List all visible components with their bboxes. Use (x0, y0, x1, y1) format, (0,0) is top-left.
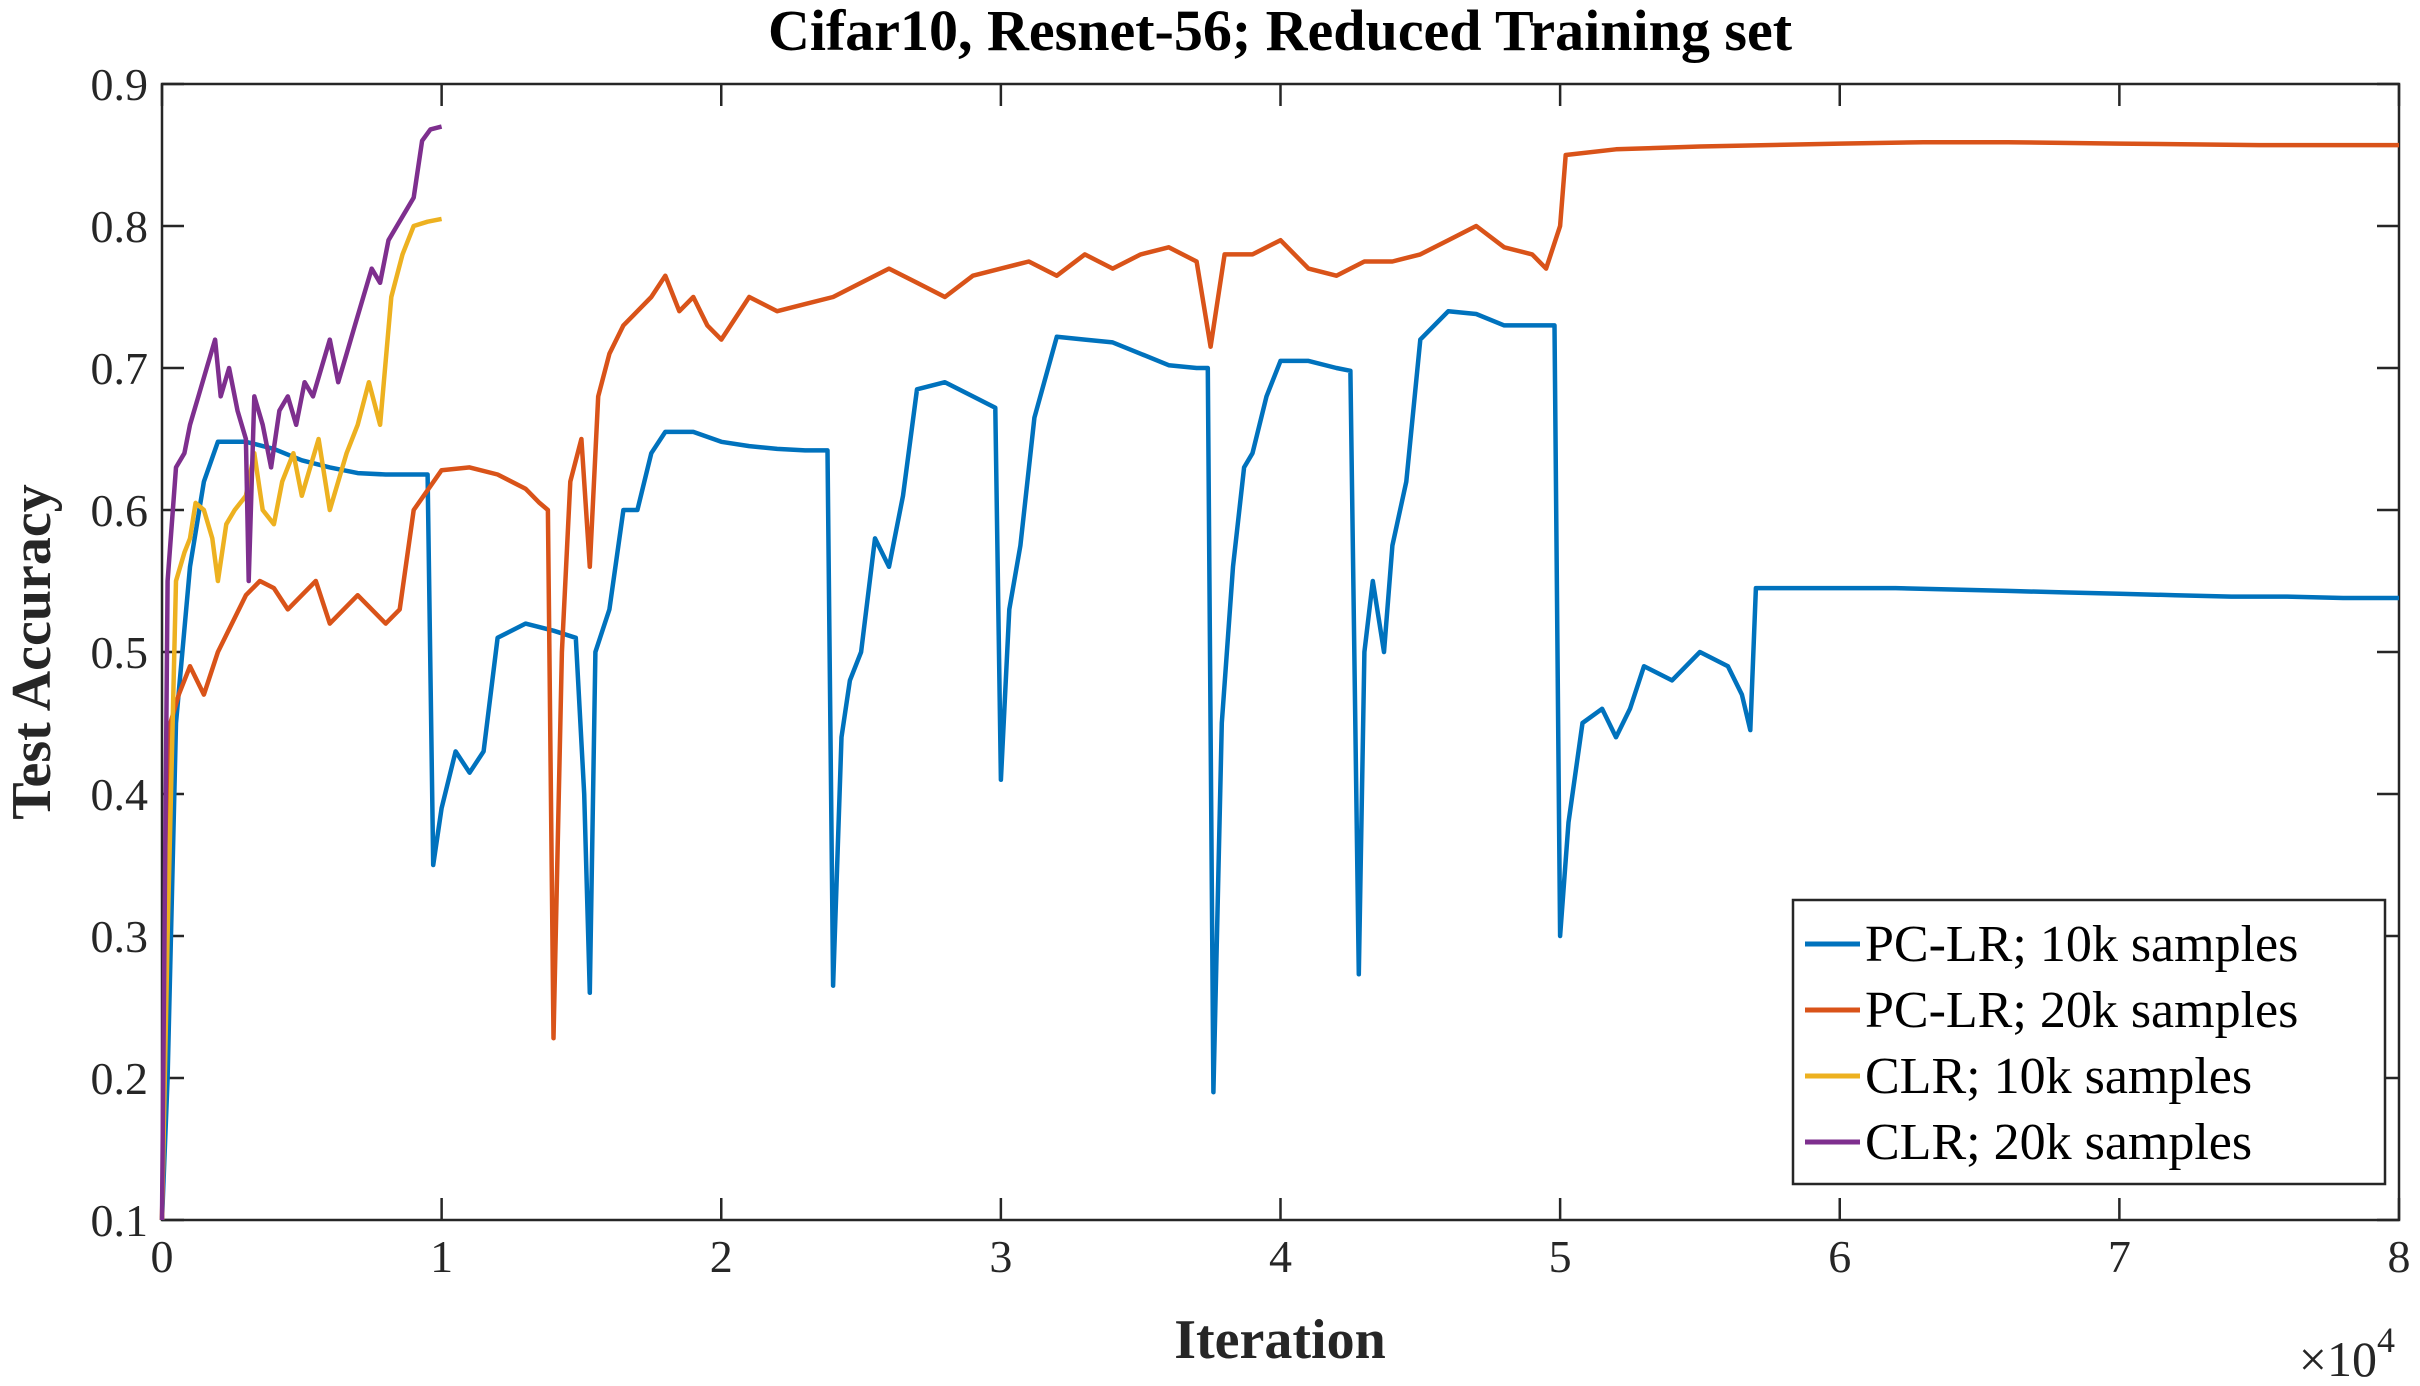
y-tick-label: 0.9 (91, 59, 149, 110)
x-tick-label: 5 (1549, 1231, 1572, 1282)
x-axis-title: Iteration (1174, 1309, 1386, 1371)
x-axis-multiplier: ×104 (2299, 1320, 2395, 1386)
y-tick-label: 0.5 (91, 627, 149, 678)
y-axis-title: Test Accuracy (1, 484, 63, 819)
x-tick-label: 4 (1269, 1231, 1292, 1282)
x-tick-label: 7 (2108, 1231, 2131, 1282)
y-tick-label: 0.7 (91, 343, 149, 394)
legend-label-1: PC-LR; 10k samples (1865, 916, 2298, 973)
x-tick-label: 8 (2388, 1231, 2411, 1282)
series-line-4 (159, 124, 443, 1221)
y-tick-label: 0.1 (91, 1195, 149, 1246)
chart-title: Cifar10, Resnet-56; Reduced Training set (768, 0, 1793, 63)
series-line-2 (159, 139, 2399, 1221)
y-tick-label: 0.2 (91, 1053, 149, 1104)
series-line-1 (159, 308, 2399, 1221)
axis-ticks: 0 1 2 3 4 5 6 7 8 0.1 0.2 0.3 0.4 0.5 0.6 0.7 0.8 0.9 (91, 59, 2411, 1282)
x-tick-label: 1 (430, 1231, 453, 1282)
legend-label-2: PC-LR; 20k samples (1865, 982, 2298, 1039)
series-line-3 (159, 216, 443, 1221)
series-lines (159, 124, 2399, 1221)
y-tick-label: 0.3 (91, 911, 149, 962)
legend-label-4: CLR; 20k samples (1865, 1114, 2252, 1171)
y-tick-label: 0.4 (91, 769, 149, 820)
legend: PC-LR; 10k samples PC-LR; 20k samples CLR;… (1791, 898, 2387, 1186)
x-tick-label: 6 (1828, 1231, 1851, 1282)
x-axis-multiplier-exponent: 4 (2377, 1320, 2395, 1360)
x-tick-label: 0 (151, 1231, 174, 1282)
y-tick-label: 0.8 (91, 201, 149, 252)
x-tick-label: 2 (710, 1231, 733, 1282)
x-tick-label: 3 (989, 1231, 1012, 1282)
legend-label-3: CLR; 10k samples (1865, 1048, 2252, 1105)
y-tick-label: 0.6 (91, 485, 149, 536)
legend-box (1791, 898, 2387, 1186)
x-axis-multiplier-base: ×10 (2299, 1331, 2377, 1386)
